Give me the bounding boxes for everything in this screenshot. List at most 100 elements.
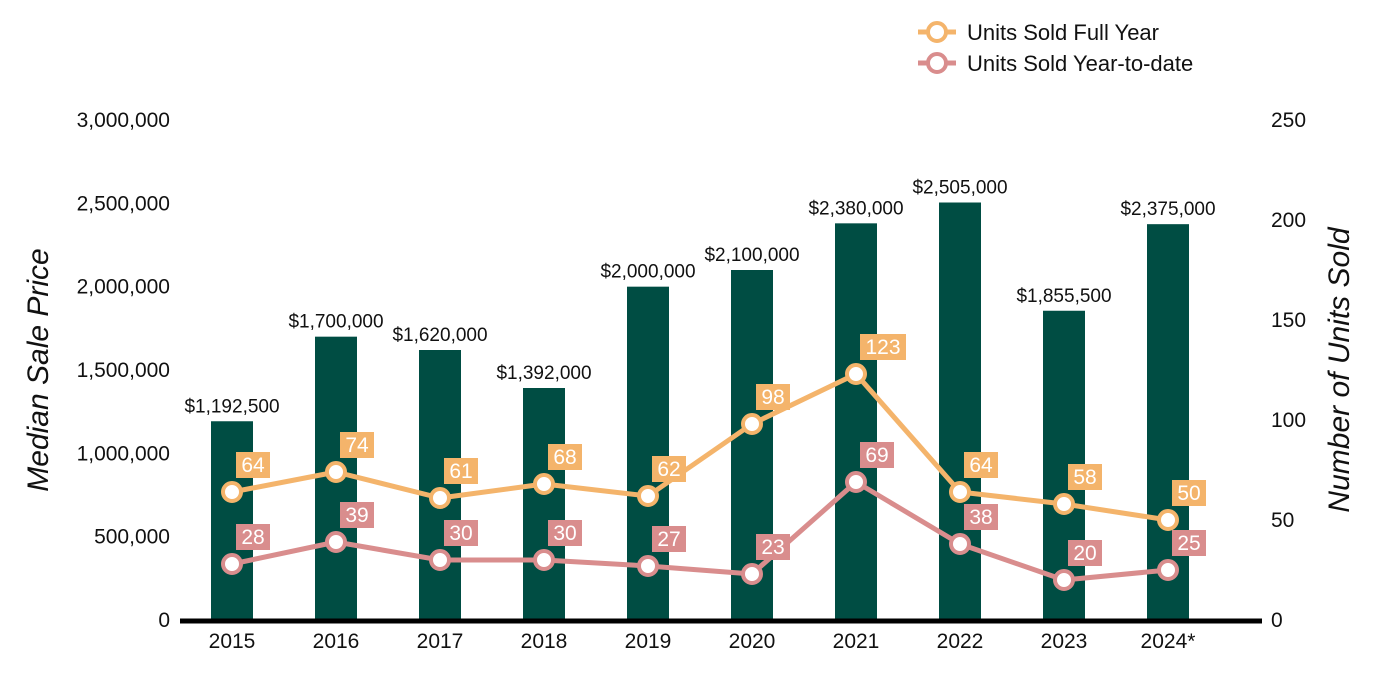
data-label: 74	[345, 434, 369, 457]
data-point	[845, 363, 867, 385]
data-label: 58	[1073, 466, 1096, 489]
y2-tick-label: 150	[1271, 309, 1306, 332]
data-label: 27	[657, 528, 680, 551]
data-label: 28	[241, 526, 264, 549]
data-label: 23	[761, 536, 784, 559]
data-label: 30	[553, 522, 576, 545]
data-label-box	[860, 442, 894, 468]
y-tick-label: 500,000	[94, 526, 170, 549]
legend-label: Units Sold Year-to-date	[967, 51, 1193, 76]
data-label: 20	[1073, 542, 1096, 565]
data-label-box	[652, 526, 686, 552]
bar	[523, 388, 565, 620]
line-series: 64 74 61 68 62 98 123 64 58 50 28 39 30 30 27 23 69 38 20 2…	[221, 334, 1206, 591]
data-point	[1157, 559, 1179, 581]
data-label-box	[444, 520, 478, 546]
y2-tick-label: 0	[1271, 609, 1283, 632]
data-point	[637, 555, 659, 577]
data-label-box	[860, 334, 906, 360]
x-tick-label: 2017	[417, 630, 464, 653]
bar-data-label: $1,700,000	[288, 312, 383, 333]
data-point	[1157, 509, 1179, 531]
y-tick-label: 3,000,000	[77, 109, 170, 132]
legend-label: Units Sold Full Year	[967, 20, 1159, 45]
y2-axis-title: Number of Units Sold	[1323, 226, 1356, 512]
y-tick-label: 1,000,000	[77, 442, 170, 465]
series-line	[231, 479, 1169, 583]
bar-data-label: $2,000,000	[600, 262, 695, 283]
data-label: 68	[553, 446, 576, 469]
data-label-box	[1068, 464, 1102, 490]
data-label-box	[964, 504, 998, 530]
data-label-box	[1172, 530, 1206, 556]
data-point	[741, 413, 763, 435]
bar-data-label: $1,192,500	[184, 396, 279, 417]
legend: Units Sold Full Year Units Sold Year-to-d…	[918, 20, 1193, 76]
x-tick-label: 2022	[937, 630, 984, 653]
x-tick-label: 2018	[521, 630, 568, 653]
data-label-box	[340, 502, 374, 528]
y2-tick-label: 200	[1271, 209, 1306, 232]
bar	[835, 223, 877, 621]
data-label-box	[964, 452, 998, 478]
data-label-box	[756, 534, 790, 560]
data-point	[325, 461, 347, 483]
data-point	[429, 487, 451, 509]
x-tick-label: 2024*	[1141, 630, 1196, 653]
data-label: 39	[345, 504, 368, 527]
data-point	[1053, 569, 1075, 591]
data-label-box	[548, 520, 582, 546]
x-tick-label: 2021	[833, 630, 880, 653]
y-tick-label: 2,000,000	[77, 276, 170, 299]
data-label-box	[1068, 540, 1102, 566]
legend-swatch-marker	[926, 52, 948, 74]
y-tick-label: 1,500,000	[77, 359, 170, 382]
y2-tick-label: 250	[1271, 109, 1306, 132]
data-label-box	[236, 524, 270, 550]
bar-data-label: $1,620,000	[392, 325, 487, 346]
data-point	[533, 473, 555, 495]
data-label-box	[652, 456, 686, 482]
data-label: 61	[449, 460, 472, 483]
y2-tick-label: 50	[1271, 509, 1294, 532]
y-axis-title: Median Sale Price	[22, 248, 55, 491]
bar-data-label: $1,855,500	[1016, 286, 1111, 307]
data-label-box	[548, 444, 582, 470]
x-axis: 2015 2016 2017 2018 2019 2020 2021 2022 2023 2024…	[209, 630, 1196, 653]
data-label: 38	[969, 506, 992, 529]
bar-series: $1,192,500 $1,700,000 $1,620,000 $1,392,000…	[184, 178, 1216, 621]
bar-data-label: $1,392,000	[496, 363, 591, 384]
data-label-box	[756, 384, 790, 410]
bar-data-label: $2,100,000	[704, 245, 799, 266]
bar	[419, 350, 461, 620]
bar-data-label: $2,505,000	[912, 178, 1007, 199]
data-label: 98	[761, 386, 784, 409]
data-label: 64	[969, 454, 993, 477]
data-point	[221, 481, 243, 503]
data-label: 123	[865, 336, 900, 359]
y-axis-right: 0 50 100 150 200 250	[1271, 109, 1306, 632]
data-point	[429, 549, 451, 571]
data-label: 64	[241, 454, 265, 477]
y2-tick-label: 100	[1271, 409, 1306, 432]
x-tick-label: 2020	[729, 630, 776, 653]
data-label-box	[236, 452, 270, 478]
data-label: 69	[865, 444, 888, 467]
data-point	[1053, 493, 1075, 515]
data-point	[949, 533, 971, 555]
data-label: 62	[657, 458, 680, 481]
data-point	[533, 549, 555, 571]
bar-data-label: $2,375,000	[1120, 199, 1215, 220]
data-point	[221, 553, 243, 575]
bar	[939, 202, 981, 620]
data-label: 30	[449, 522, 472, 545]
legend-swatch-marker	[926, 21, 948, 43]
data-point	[845, 471, 867, 493]
y-tick-label: 0	[158, 609, 170, 632]
data-point	[741, 563, 763, 585]
bar	[211, 421, 253, 620]
data-label-box	[444, 458, 478, 484]
y-axis-left: 0 500,000 1,000,000 1,500,000 2,000,000 2,500…	[77, 109, 170, 632]
x-tick-label: 2016	[313, 630, 360, 653]
